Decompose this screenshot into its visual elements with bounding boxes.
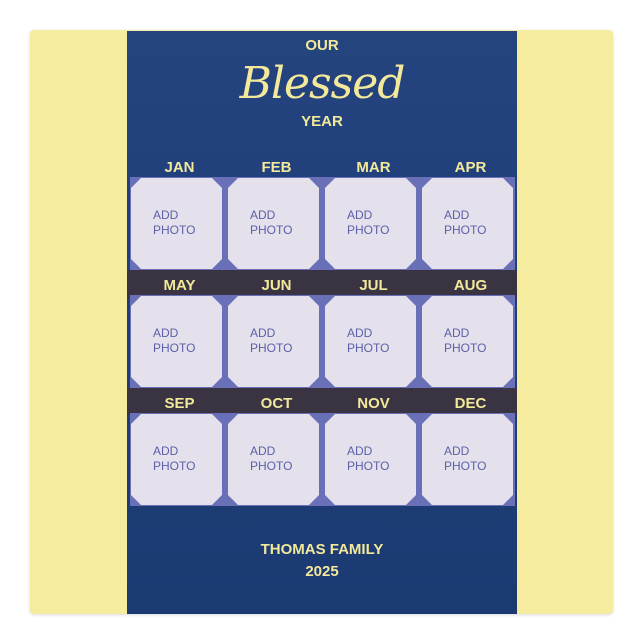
add-text: ADD [250, 326, 276, 340]
month-label: NOV [357, 395, 390, 412]
add-text: ADD [444, 208, 470, 222]
photo-text: PHOTO [250, 341, 293, 355]
photo-text: PHOTO [347, 341, 390, 355]
month-label: APR [454, 159, 487, 176]
add-photo-label: ADD PHOTO [250, 444, 292, 474]
add-text: ADD [444, 444, 470, 458]
title-blessed: Blessed [239, 58, 406, 109]
photo-slot[interactable]: ADD PHOTO [131, 296, 222, 387]
add-photo-label: ADD PHOTO [250, 208, 292, 238]
photo-text: PHOTO [444, 459, 487, 473]
month-label: AUG [453, 277, 488, 294]
add-text: ADD [153, 326, 179, 340]
photo-slot[interactable]: ADD PHOTO [228, 296, 319, 387]
add-text: ADD [347, 444, 373, 458]
add-photo-label: ADD PHOTO [444, 208, 486, 238]
month-label: SEP [164, 395, 195, 412]
photo-text: PHOTO [444, 223, 487, 237]
add-text: ADD [347, 208, 373, 222]
add-photo-label: ADD PHOTO [347, 444, 389, 474]
month-label: JUN [261, 277, 292, 294]
photo-text: PHOTO [444, 341, 487, 355]
photo-slot[interactable]: ADD PHOTO [422, 178, 513, 269]
photo-text: PHOTO [250, 223, 293, 237]
photo-slot[interactable]: ADD PHOTO [325, 414, 416, 505]
add-text: ADD [250, 444, 276, 458]
photo-slot[interactable]: ADD PHOTO [131, 178, 222, 269]
month-label: JAN [164, 159, 195, 176]
photo-slot[interactable]: ADD PHOTO [228, 414, 319, 505]
family-name: THOMAS FAMILY [260, 541, 384, 558]
title-our: OUR [305, 37, 339, 54]
photo-text: PHOTO [250, 459, 293, 473]
photo-text: PHOTO [347, 223, 390, 237]
add-text: ADD [347, 326, 373, 340]
year-label: 2025 [305, 563, 339, 580]
month-label: DEC [454, 395, 487, 412]
photo-slot[interactable]: ADD PHOTO [325, 178, 416, 269]
add-text: ADD [444, 326, 470, 340]
month-label: OCT [260, 395, 293, 412]
photo-slot[interactable]: ADD PHOTO [325, 296, 416, 387]
photo-slot[interactable]: ADD PHOTO [422, 296, 513, 387]
add-text: ADD [153, 208, 179, 222]
photo-slot[interactable]: ADD PHOTO [228, 178, 319, 269]
month-label: MAR [356, 159, 391, 176]
add-photo-label: ADD PHOTO [444, 326, 486, 356]
add-photo-label: ADD PHOTO [347, 208, 389, 238]
add-text: ADD [250, 208, 276, 222]
row-divider [127, 270, 517, 299]
month-label: FEB [261, 159, 292, 176]
photo-row: ADD PHOTO ADD PHOTO ADD PHOTO ADD PHOTO [130, 413, 515, 506]
add-photo-label: ADD PHOTO [444, 444, 486, 474]
add-text: ADD [153, 444, 179, 458]
title-year: YEAR [301, 113, 343, 130]
add-photo-label: ADD PHOTO [153, 444, 195, 474]
add-photo-label: ADD PHOTO [153, 326, 195, 356]
photo-row: ADD PHOTO ADD PHOTO ADD PHOTO ADD PHOTO [130, 295, 515, 388]
photo-text: PHOTO [153, 341, 196, 355]
calendar-panel: OUR Blessed YEAR JAN FEB MAR APR ADD PHOTO ADD… [127, 31, 517, 614]
photo-row: ADD PHOTO ADD PHOTO ADD PHOTO ADD PHOTO [130, 177, 515, 270]
photo-slot[interactable]: ADD PHOTO [422, 414, 513, 505]
add-photo-label: ADD PHOTO [347, 326, 389, 356]
photo-text: PHOTO [153, 223, 196, 237]
row-divider [127, 388, 517, 415]
photo-text: PHOTO [347, 459, 390, 473]
photo-slot[interactable]: ADD PHOTO [131, 414, 222, 505]
month-label: MAY [163, 277, 196, 294]
add-photo-label: ADD PHOTO [153, 208, 195, 238]
add-photo-label: ADD PHOTO [250, 326, 292, 356]
month-label: JUL [359, 277, 388, 294]
photo-text: PHOTO [153, 459, 196, 473]
